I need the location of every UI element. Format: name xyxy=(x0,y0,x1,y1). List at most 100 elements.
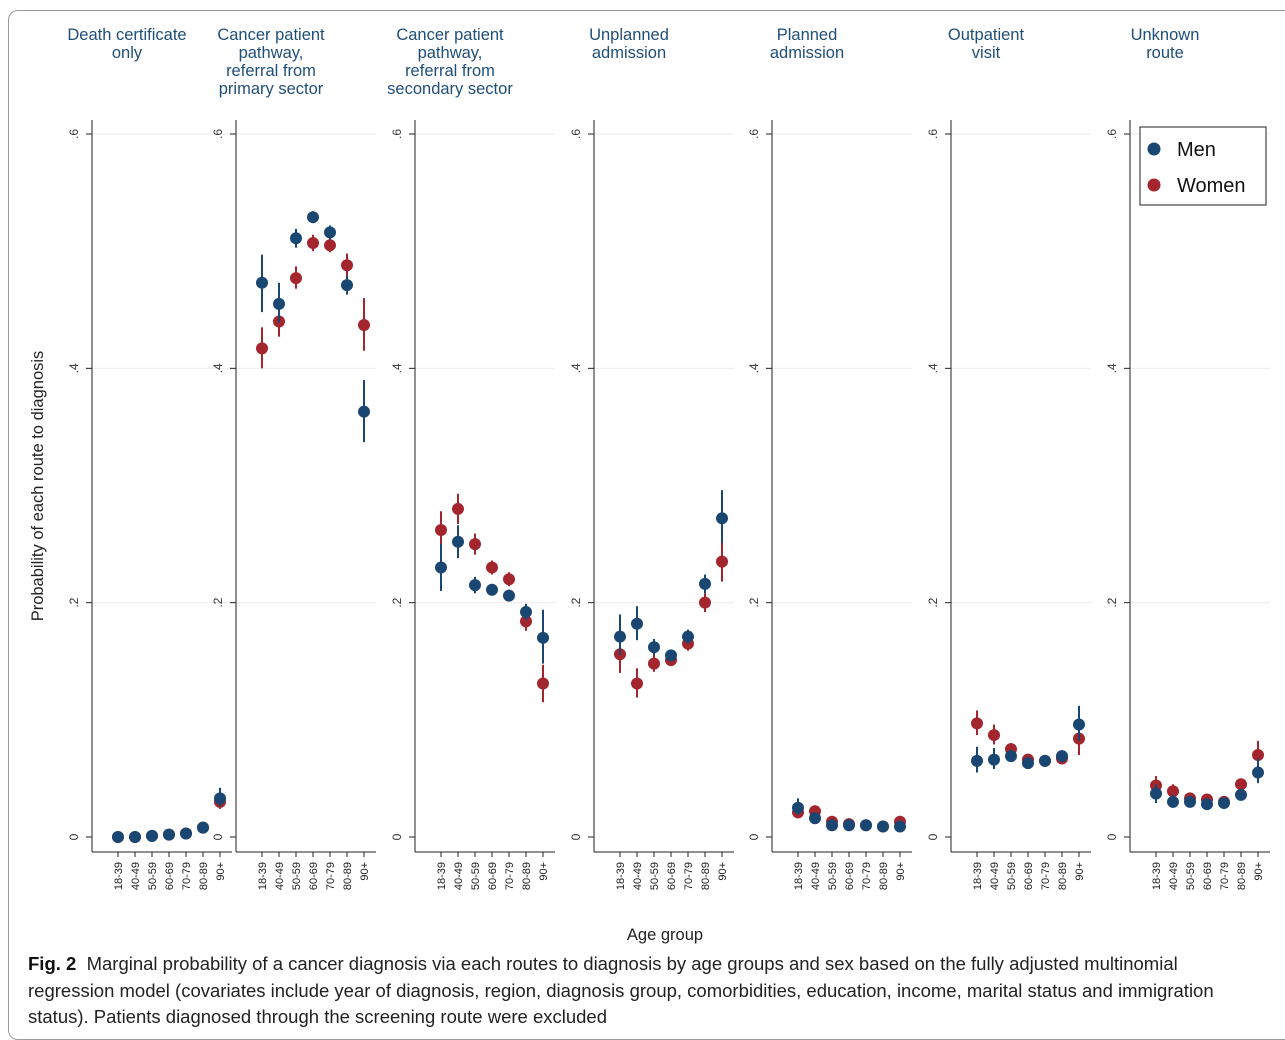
point-men xyxy=(988,753,1000,766)
point-men xyxy=(1201,798,1213,811)
x-tick-label: 18-39 xyxy=(972,862,984,890)
y-tick-label: .4 xyxy=(1105,363,1119,373)
x-tick-label: 70-79 xyxy=(1040,862,1052,890)
chart-svg: 0 .2 .4 .6 18-39 40-49 50-59 60-69 70-79 80-89 90+… xyxy=(29,26,1270,944)
point-women xyxy=(341,259,353,272)
x-tick-label: 40-49 xyxy=(130,862,142,890)
panel-title-line: Unknown xyxy=(1131,26,1200,44)
point-men xyxy=(452,535,464,548)
panel-title: Death certificate only xyxy=(67,26,186,62)
y-tick-label: .6 xyxy=(211,129,225,139)
legend-label-men: Men xyxy=(1177,139,1216,161)
x-tick-label: 18-39 xyxy=(1151,862,1163,890)
caption-text: Marginal probability of a cancer diagnos… xyxy=(28,953,1214,1027)
x-tick-label: 50-59 xyxy=(147,862,159,890)
point-men xyxy=(214,792,226,805)
point-men xyxy=(469,579,481,592)
x-tick-label: 60-69 xyxy=(844,862,856,890)
panel-title-line: referral from xyxy=(226,62,316,80)
x-tick-label: 50-59 xyxy=(291,862,303,890)
x-tick-label: 90+ xyxy=(1074,862,1086,881)
point-women xyxy=(699,596,711,609)
point-men xyxy=(435,561,447,574)
point-women xyxy=(307,236,319,249)
legend-marker-women xyxy=(1147,178,1161,192)
y-tick-label: 0 xyxy=(390,833,404,840)
x-tick-label: 40-49 xyxy=(1168,862,1180,890)
point-women xyxy=(971,717,983,730)
panel-title: Cancer patient pathway, referral from secon… xyxy=(387,26,513,98)
panel-title: Outpatient visit xyxy=(948,26,1025,62)
y-tick-label: .2 xyxy=(211,597,225,607)
panel-title-line: pathway, xyxy=(239,44,304,62)
point-men xyxy=(699,577,711,590)
point-men xyxy=(163,828,175,841)
point-men xyxy=(894,820,906,833)
x-tick-label: 90+ xyxy=(717,862,729,881)
panel-title-line: primary sector xyxy=(219,80,324,98)
panel-title-line: secondary sector xyxy=(387,80,513,98)
x-tick-label: 60-69 xyxy=(487,862,499,890)
point-men xyxy=(971,754,983,767)
point-women xyxy=(1167,785,1179,798)
y-tick-label: .6 xyxy=(1105,129,1119,139)
point-men xyxy=(665,649,677,662)
x-tick-label: 80-89 xyxy=(198,862,210,890)
x-tick-label: 50-59 xyxy=(649,862,661,890)
point-men xyxy=(180,827,192,840)
panel-title: Unknown route xyxy=(1131,26,1200,62)
y-tick-label: .2 xyxy=(926,597,940,607)
legend-marker-men xyxy=(1147,142,1161,156)
point-men xyxy=(197,821,209,834)
point-women xyxy=(324,239,336,252)
x-tick-label: 90+ xyxy=(895,862,907,881)
point-men xyxy=(809,812,821,825)
point-men xyxy=(146,829,158,842)
panel-title: Cancer patient pathway, referral from prima… xyxy=(217,26,325,98)
y-tick-label: 0 xyxy=(747,833,761,840)
point-men xyxy=(877,820,889,833)
point-men xyxy=(537,631,549,644)
x-tick-label: 80-89 xyxy=(700,862,712,890)
point-women xyxy=(631,677,643,690)
panel-title-line: admission xyxy=(592,44,666,62)
x-tick-label: 80-89 xyxy=(342,862,354,890)
x-tick-label: 60-69 xyxy=(164,862,176,890)
point-men xyxy=(1150,787,1162,800)
panel-title-line: Death certificate xyxy=(67,26,186,44)
point-women xyxy=(256,342,268,355)
y-tick-label: .2 xyxy=(1105,597,1119,607)
point-women xyxy=(520,615,532,628)
point-men xyxy=(682,630,694,643)
y-tick-label: .4 xyxy=(926,363,940,373)
x-tick-label: 80-89 xyxy=(1057,862,1069,890)
x-axis-title: Age group xyxy=(627,926,703,944)
point-men xyxy=(648,641,660,654)
point-women xyxy=(452,502,464,515)
y-tick-label: .2 xyxy=(390,597,404,607)
x-tick-label: 70-79 xyxy=(325,862,337,890)
x-tick-label: 90+ xyxy=(359,862,371,881)
point-women xyxy=(290,272,302,285)
point-men xyxy=(486,583,498,596)
legend-box xyxy=(1139,126,1267,206)
point-women xyxy=(486,561,498,574)
x-tick-label: 60-69 xyxy=(1202,862,1214,890)
point-men xyxy=(1218,797,1230,810)
point-men xyxy=(341,279,353,292)
point-men xyxy=(792,801,804,814)
y-tick-label: .6 xyxy=(569,129,583,139)
panel-title-line: Cancer patient xyxy=(217,26,325,44)
x-tick-label: 90+ xyxy=(215,862,227,881)
caption-label: Fig. 2 xyxy=(28,953,77,974)
panel-title: Planned admission xyxy=(770,26,844,62)
point-men xyxy=(503,589,515,602)
panel-title-line: only xyxy=(112,44,143,62)
x-tick-label: 18-39 xyxy=(793,862,805,890)
point-men xyxy=(307,211,319,224)
x-tick-label: 80-89 xyxy=(1236,862,1248,890)
y-tick-label: .4 xyxy=(67,363,81,373)
y-tick-label: .4 xyxy=(569,363,583,373)
x-tick-label: 70-79 xyxy=(181,862,193,890)
x-tick-label: 50-59 xyxy=(1006,862,1018,890)
